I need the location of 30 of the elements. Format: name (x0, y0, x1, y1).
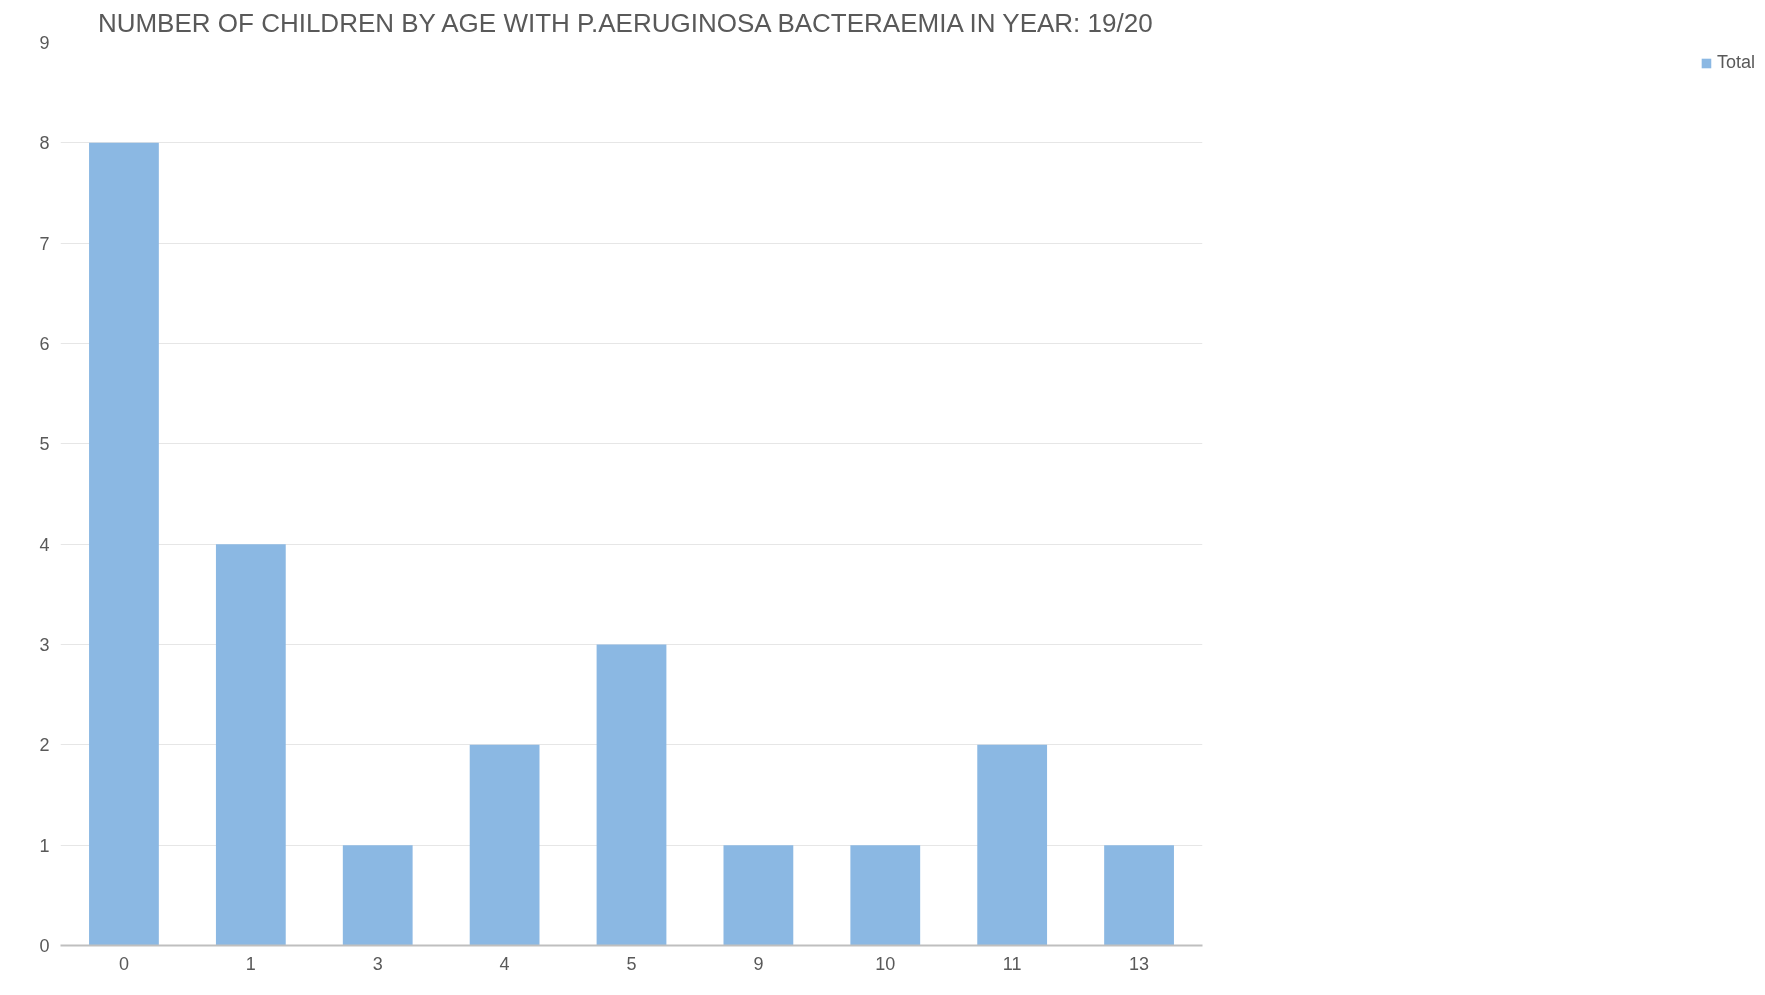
x-tick-label: 3 (372, 953, 383, 974)
x-tick-label: 9 (753, 953, 764, 974)
y-tick-label: 4 (39, 534, 50, 555)
y-tick-label: 2 (39, 735, 50, 756)
y-tick-label: 8 (39, 133, 50, 154)
y-tick-label: 0 (39, 936, 50, 956)
x-tick-label: 11 (1002, 953, 1022, 974)
chart-title: NUMBER OF CHILDREN BY AGE WITH P.AERUGINOSA BACTERAEMIA IN YEAR: 19/20 (97, 7, 1153, 38)
bar (342, 845, 413, 946)
x-tick-label: 1 (245, 953, 256, 974)
x-tick-label: 0 (118, 953, 129, 974)
y-tick-label: 9 (39, 33, 50, 53)
x-tick-label: 4 (499, 953, 510, 974)
bar (850, 845, 921, 946)
y-tick-label: 1 (39, 835, 50, 856)
y-tick-label: 5 (39, 434, 50, 455)
x-tick-label: 5 (626, 953, 637, 974)
y-tick-label: 7 (39, 233, 50, 254)
bar (596, 644, 667, 946)
y-tick-label: 6 (39, 334, 50, 354)
bar (469, 744, 540, 946)
bar (977, 744, 1048, 946)
x-tick-label: 10 (875, 953, 896, 974)
bar (89, 142, 159, 946)
legend-label: Total (1716, 52, 1755, 73)
bar (215, 544, 286, 946)
y-tick-label: 3 (39, 635, 50, 655)
bar (723, 845, 794, 946)
x-tick-label: 13 (1129, 953, 1150, 974)
bar (1104, 845, 1174, 946)
